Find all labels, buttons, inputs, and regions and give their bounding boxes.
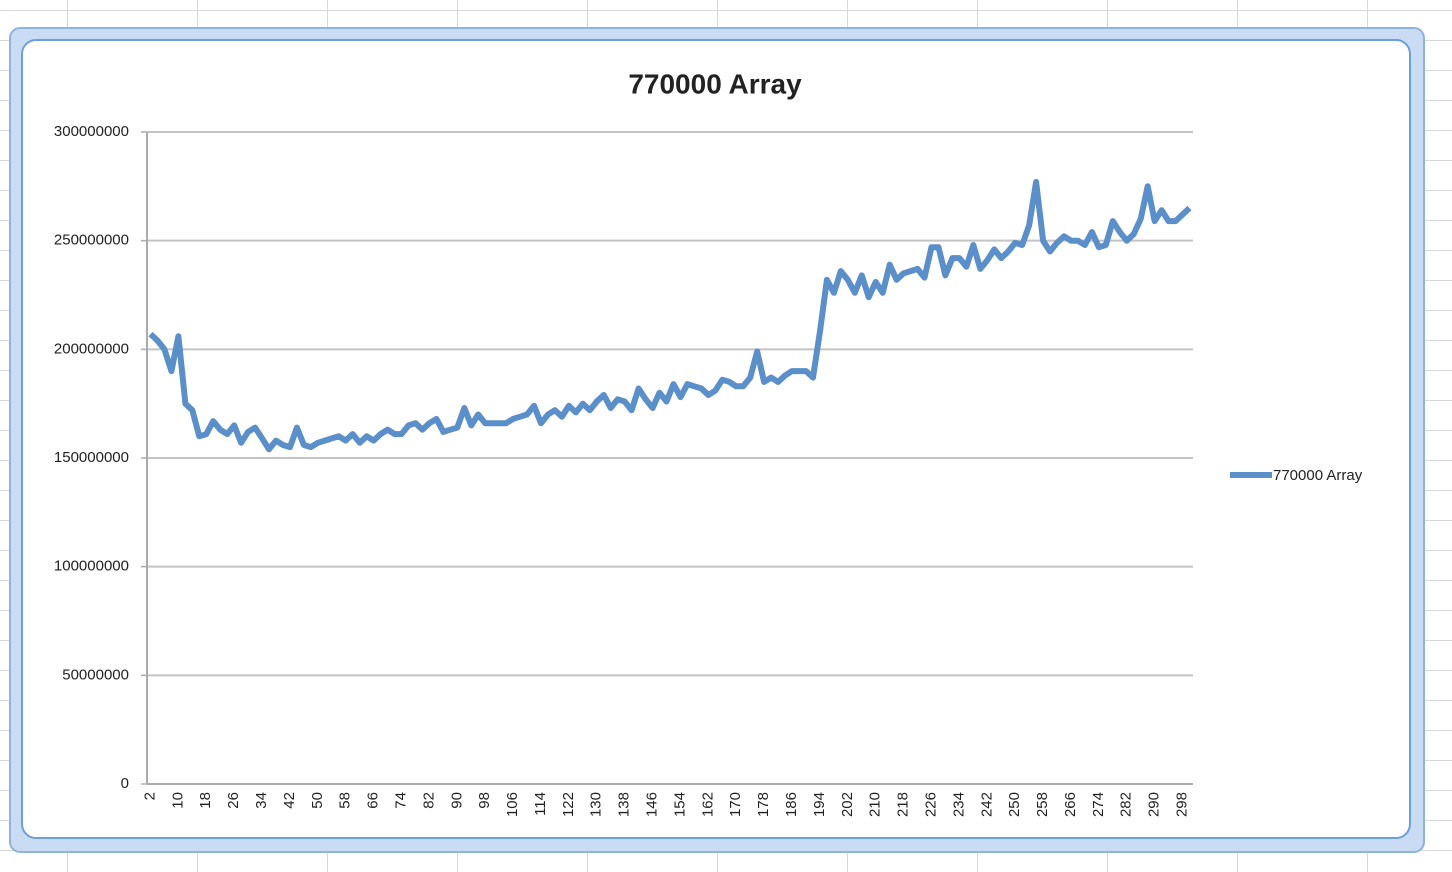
x-tick-label: 162 — [699, 792, 716, 817]
x-tick-label: 146 — [644, 792, 661, 817]
x-tick-label: 290 — [1146, 792, 1163, 817]
chart-title: 770000 Array — [628, 68, 802, 99]
x-tick-label: 282 — [1118, 792, 1135, 817]
y-tick-label: 300000000 — [54, 123, 129, 140]
x-tick-label: 82 — [420, 792, 437, 809]
x-tick-label: 58 — [337, 792, 354, 809]
x-tick-label: 50 — [309, 792, 326, 809]
x-tick-label: 114 — [532, 792, 549, 816]
y-tick-label: 100000000 — [54, 558, 129, 575]
x-tick-label: 250 — [1006, 792, 1023, 817]
x-tick-label: 178 — [755, 792, 772, 817]
y-tick-label: 150000000 — [54, 449, 129, 466]
x-tick-label: 194 — [811, 792, 828, 817]
x-tick-label: 98 — [476, 792, 493, 809]
x-tick-label: 122 — [560, 792, 577, 817]
x-tick-label: 258 — [1034, 792, 1051, 817]
x-tick-label: 266 — [1062, 792, 1079, 817]
x-tick-label: 106 — [504, 792, 521, 817]
x-tick-label: 74 — [392, 792, 409, 809]
data-line — [148, 179, 1192, 453]
x-tick-label: 90 — [448, 792, 465, 809]
x-tick-label: 66 — [365, 792, 382, 809]
x-tick-label: 298 — [1174, 792, 1191, 817]
x-tick-label: 202 — [839, 792, 856, 817]
legend-label: 770000 Array — [1273, 467, 1363, 484]
x-tick-label: 2 — [141, 792, 158, 800]
y-tick-label: 250000000 — [54, 232, 129, 249]
x-tick-label: 234 — [950, 792, 967, 817]
x-tick-label: 274 — [1090, 792, 1107, 817]
x-tick-label: 210 — [867, 792, 884, 817]
x-tick-label: 186 — [783, 792, 800, 817]
x-tick-label: 154 — [671, 792, 688, 817]
x-tick-label: 138 — [616, 792, 633, 817]
x-tick-label: 42 — [281, 792, 298, 809]
y-tick-label: 0 — [121, 775, 129, 792]
y-tick-label: 200000000 — [54, 340, 129, 357]
y-tick-label: 50000000 — [62, 666, 129, 683]
chart-area — [21, 39, 1411, 839]
x-tick-label: 10 — [169, 792, 186, 809]
x-tick-label: 242 — [978, 792, 995, 817]
x-tick-label: 34 — [253, 792, 270, 809]
x-tick-label: 218 — [895, 792, 912, 817]
x-tick-label: 26 — [225, 792, 242, 809]
x-tick-label: 130 — [588, 792, 605, 817]
x-tick-label: 18 — [197, 792, 214, 809]
x-tick-label: 170 — [727, 792, 744, 817]
x-tick-label: 226 — [922, 792, 939, 817]
